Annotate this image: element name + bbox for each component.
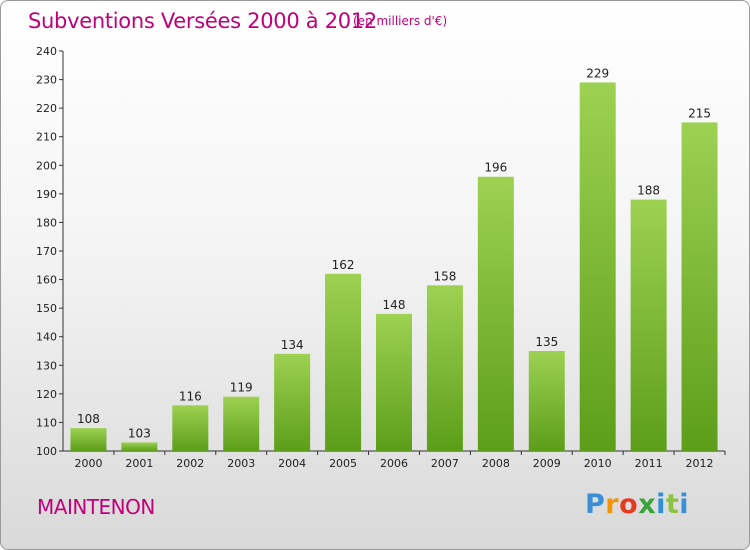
- bar: [325, 273, 362, 451]
- y-tick-label: 160: [36, 274, 57, 287]
- y-tick-label: 200: [36, 159, 57, 172]
- x-tick-label: 2001: [125, 457, 153, 470]
- x-tick-label: 2000: [74, 457, 102, 470]
- x-tick-label: 2009: [533, 457, 561, 470]
- bar-value-label: 119: [230, 381, 253, 395]
- logo-letter: o: [619, 489, 639, 520]
- bar-value-label: 103: [128, 426, 151, 440]
- x-tick-label: 2004: [278, 457, 306, 470]
- logo-letter: i: [656, 489, 666, 520]
- bar-value-label: 116: [179, 389, 202, 403]
- bar-value-label: 188: [637, 184, 660, 198]
- bar-value-label: 215: [688, 106, 711, 120]
- town-name: MAINTENON: [37, 495, 155, 519]
- y-tick-label: 100: [36, 445, 57, 458]
- y-tick-label: 170: [36, 245, 57, 258]
- chart-title: Subventions Versées 2000 à 2012: [28, 9, 377, 33]
- logo-letter: x: [638, 489, 657, 520]
- x-tick-label: 2010: [584, 457, 612, 470]
- logo-letter: t: [665, 489, 680, 520]
- bar: [121, 442, 158, 451]
- y-tick-label: 180: [36, 216, 57, 229]
- y-tick-label: 240: [36, 45, 57, 58]
- x-tick-label: 2005: [329, 457, 357, 470]
- x-tick-label: 2002: [176, 457, 204, 470]
- y-tick-label: 140: [36, 331, 57, 344]
- bar-value-label: 108: [77, 412, 100, 426]
- x-tick-label: 2012: [686, 457, 714, 470]
- bar-value-label: 148: [383, 298, 406, 312]
- bar: [426, 285, 463, 451]
- bar-value-label: 162: [332, 258, 355, 272]
- bar: [274, 353, 311, 451]
- bar: [630, 199, 667, 451]
- bar-value-label: 196: [484, 161, 507, 175]
- x-tick-label: 2006: [380, 457, 408, 470]
- bar: [172, 405, 209, 451]
- y-tick-label: 190: [36, 188, 57, 201]
- bar: [223, 396, 260, 451]
- x-tick-label: 2008: [482, 457, 510, 470]
- bar-value-label: 135: [535, 335, 558, 349]
- logo-letter: P: [585, 489, 606, 520]
- logo-letter: i: [679, 489, 690, 520]
- bar: [477, 176, 514, 451]
- x-tick-label: 2003: [227, 457, 255, 470]
- bar: [70, 428, 107, 451]
- bar-value-label: 134: [281, 338, 304, 352]
- y-tick-label: 150: [36, 302, 57, 315]
- bar: [376, 313, 412, 451]
- bar: [579, 82, 616, 451]
- x-tick-label: 2007: [431, 457, 459, 470]
- bar: [528, 351, 565, 451]
- y-tick-label: 230: [36, 74, 57, 87]
- y-tick-label: 130: [36, 359, 57, 372]
- y-tick-label: 210: [36, 131, 57, 144]
- bar-value-label: 158: [433, 269, 456, 283]
- y-tick-label: 110: [36, 416, 57, 429]
- proxiti-logo: Proxiti: [585, 489, 689, 520]
- chart-subtitle: (en milliers d'€): [353, 14, 448, 28]
- bar-value-label: 229: [586, 66, 609, 80]
- y-tick-label: 220: [36, 102, 57, 115]
- bar: [681, 122, 718, 451]
- logo-letter: r: [605, 489, 620, 520]
- x-tick-label: 2011: [635, 457, 663, 470]
- y-tick-label: 120: [36, 388, 57, 401]
